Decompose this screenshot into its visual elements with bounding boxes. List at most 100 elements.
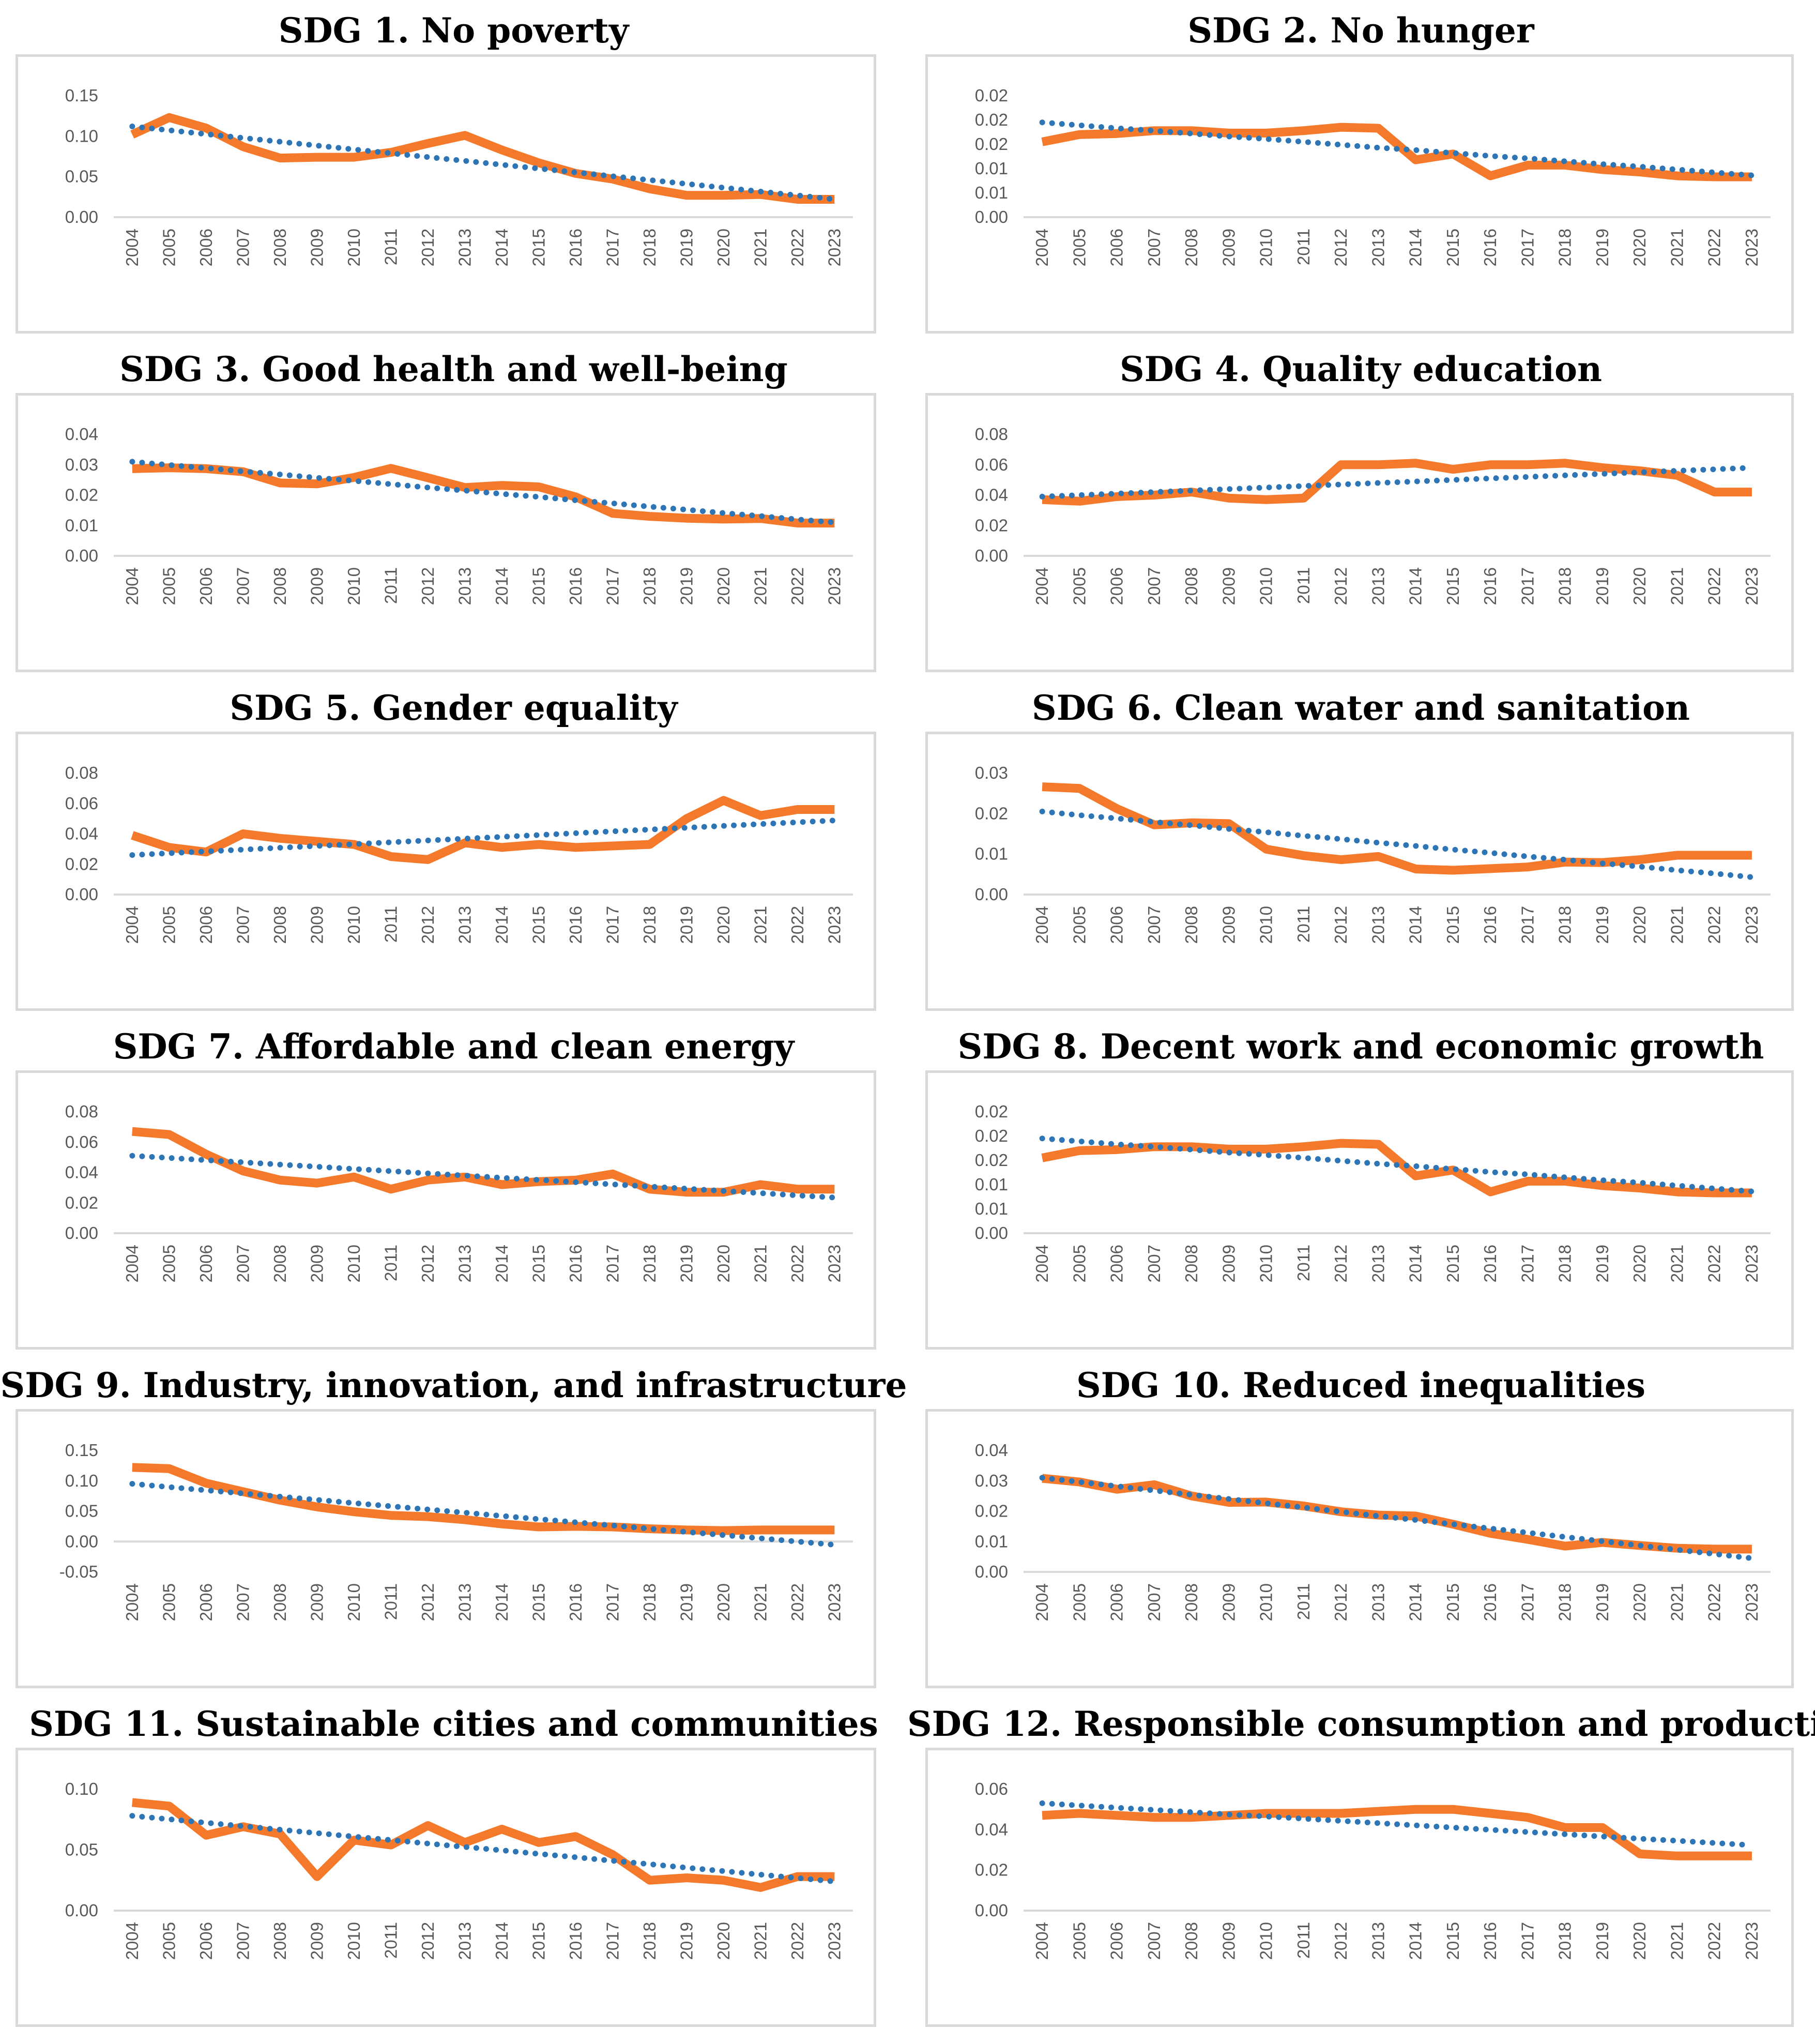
x-tick-label: 2010 [1257, 1922, 1276, 1960]
x-tick-label: 2004 [123, 1922, 142, 1960]
line-chart: 0.00 0.05 0.10 0.15 2004 2005 2006 2007 2008 2009… [65, 86, 853, 266]
x-tick-label: 2021 [1667, 229, 1686, 266]
x-tick-label: 2015 [1443, 1583, 1462, 1621]
trend-series-line [1039, 808, 1755, 880]
x-tick-label: 2009 [1219, 1922, 1238, 1960]
x-tick-label: 2016 [1481, 906, 1500, 944]
x-tick-label: 2011 [1294, 229, 1313, 265]
x-tick-label: 2010 [344, 229, 363, 266]
x-tick-label: 2015 [1443, 229, 1462, 266]
x-tick-label: 2014 [1406, 906, 1425, 944]
x-tick-label: 2006 [196, 1922, 216, 1960]
x-tick-label: 2008 [1182, 1245, 1201, 1282]
x-tick-label: 2013 [455, 1245, 474, 1282]
x-tick-label: 2005 [1070, 567, 1089, 605]
y-tick-label: 0.01 [65, 516, 98, 535]
x-tick-label: 2023 [1742, 1245, 1761, 1282]
trend-series-line [1039, 119, 1755, 178]
x-tick-label: 2012 [418, 1245, 437, 1282]
x-tick-label: 2017 [603, 567, 622, 605]
x-tick-label: 2006 [1107, 1583, 1126, 1621]
y-tick-label: 0.05 [65, 1840, 98, 1859]
x-tick-label: 2022 [788, 567, 807, 605]
x-tick-label: 2006 [196, 229, 216, 266]
x-tick-label: 2014 [1406, 1245, 1425, 1282]
actual-series-line [132, 1463, 835, 1535]
x-tick-label: 2006 [196, 906, 216, 944]
y-tick-label: 0.00 [975, 1562, 1008, 1581]
chart-frame [16, 1748, 876, 2027]
y-tick-label: 0.02 [975, 516, 1008, 535]
line-chart: 0.00 0.05 0.10 2004 2005 2006 2007 2008 2009 2010… [65, 1779, 853, 1960]
x-tick-label: 2019 [1593, 229, 1612, 266]
y-tick-label: 0.15 [65, 86, 98, 105]
x-tick-label: 2009 [1219, 906, 1238, 944]
line-chart: 0.00 0.01 0.02 0.03 0.04 2004 2005 2006 2007 2008… [975, 1441, 1771, 1621]
actual-series-line [1042, 782, 1752, 875]
y-tick-label: 0.02 [975, 1102, 1008, 1121]
x-tick-label: 2020 [1630, 1583, 1649, 1621]
x-tick-label: 2015 [529, 229, 548, 266]
x-tick-label: 2008 [1182, 567, 1201, 605]
x-tick-label: 2023 [825, 1583, 844, 1621]
y-tick-label: 0.04 [975, 486, 1008, 505]
actual-series-line [1041, 1139, 1752, 1198]
x-tick-label: 2020 [1630, 1245, 1649, 1282]
x-tick-label: 2020 [1630, 1922, 1649, 1960]
x-tick-label: 2013 [1368, 229, 1387, 266]
x-tick-label: 2010 [1257, 567, 1276, 605]
y-tick-label: 0.01 [975, 183, 1008, 202]
x-tick-label: 2013 [455, 1583, 474, 1621]
x-tick-label: 2019 [1593, 1583, 1612, 1621]
x-tick-label: 2021 [1667, 1922, 1686, 1960]
chart-frame [16, 393, 876, 672]
x-tick-label: 2010 [1257, 1245, 1276, 1282]
chart-title: SDG 3. Good health and well-being [119, 349, 788, 389]
x-tick-label: 2009 [307, 1922, 326, 1960]
x-tick-label: 2023 [1742, 1583, 1761, 1621]
x-tick-label: 2016 [1481, 1922, 1500, 1960]
x-tick-label: 2019 [677, 1245, 696, 1282]
x-tick-label: 2008 [270, 1922, 289, 1960]
x-tick-label: 2014 [1406, 1922, 1425, 1960]
x-tick-label: 2021 [751, 1922, 770, 1960]
x-tick-label: 2011 [381, 229, 400, 265]
x-tick-label: 2014 [492, 1245, 511, 1282]
x-tick-label: 2011 [381, 567, 400, 604]
x-tick-label: 2021 [751, 906, 770, 944]
x-tick-label: 2019 [1593, 906, 1612, 944]
x-tick-label: 2020 [714, 1922, 733, 1960]
x-tick-label: 2006 [1107, 906, 1126, 944]
x-tick-label: 2017 [1518, 1922, 1537, 1960]
x-tick-label: 2020 [714, 1583, 733, 1621]
x-tick-label: 2012 [418, 906, 437, 944]
x-tick-label: 2018 [640, 906, 659, 944]
x-tick-label: 2018 [1555, 906, 1575, 944]
x-tick-label: 2011 [381, 1245, 400, 1281]
x-tick-label: 2014 [1406, 567, 1425, 605]
y-tick-label: 0.02 [975, 134, 1008, 154]
x-tick-label: 2011 [1294, 906, 1313, 943]
x-tick-label: 2004 [1032, 229, 1051, 266]
trend-series-line [1039, 1800, 1755, 1848]
x-tick-label: 2023 [825, 906, 844, 944]
x-tick-label: 2010 [344, 567, 363, 605]
x-tick-label: 2019 [1593, 567, 1612, 605]
x-tick-label: 2004 [1032, 906, 1051, 944]
y-tick-label: 0.01 [975, 844, 1008, 864]
x-tick-label: 2020 [1630, 229, 1649, 266]
x-tick-label: 2010 [344, 1922, 363, 1960]
x-tick-label: 2005 [1070, 1922, 1089, 1960]
x-tick-label: 2021 [751, 1245, 770, 1282]
line-chart: 0.00 0.02 0.04 0.06 0.08 2004 2005 2006 2007 2008… [65, 1102, 853, 1282]
x-tick-label: 2019 [677, 567, 696, 605]
x-tick-label: 2010 [1257, 906, 1276, 944]
x-tick-label: 2011 [381, 1583, 400, 1620]
x-tick-label: 2004 [123, 1245, 142, 1282]
trend-series-line [1039, 465, 1755, 499]
x-tick-label: 2005 [1070, 1583, 1089, 1621]
x-tick-label: 2013 [1368, 567, 1387, 605]
x-tick-label: 2017 [1518, 1245, 1537, 1282]
x-tick-label: 2012 [1331, 229, 1350, 266]
x-tick-label: 2023 [1742, 567, 1761, 605]
